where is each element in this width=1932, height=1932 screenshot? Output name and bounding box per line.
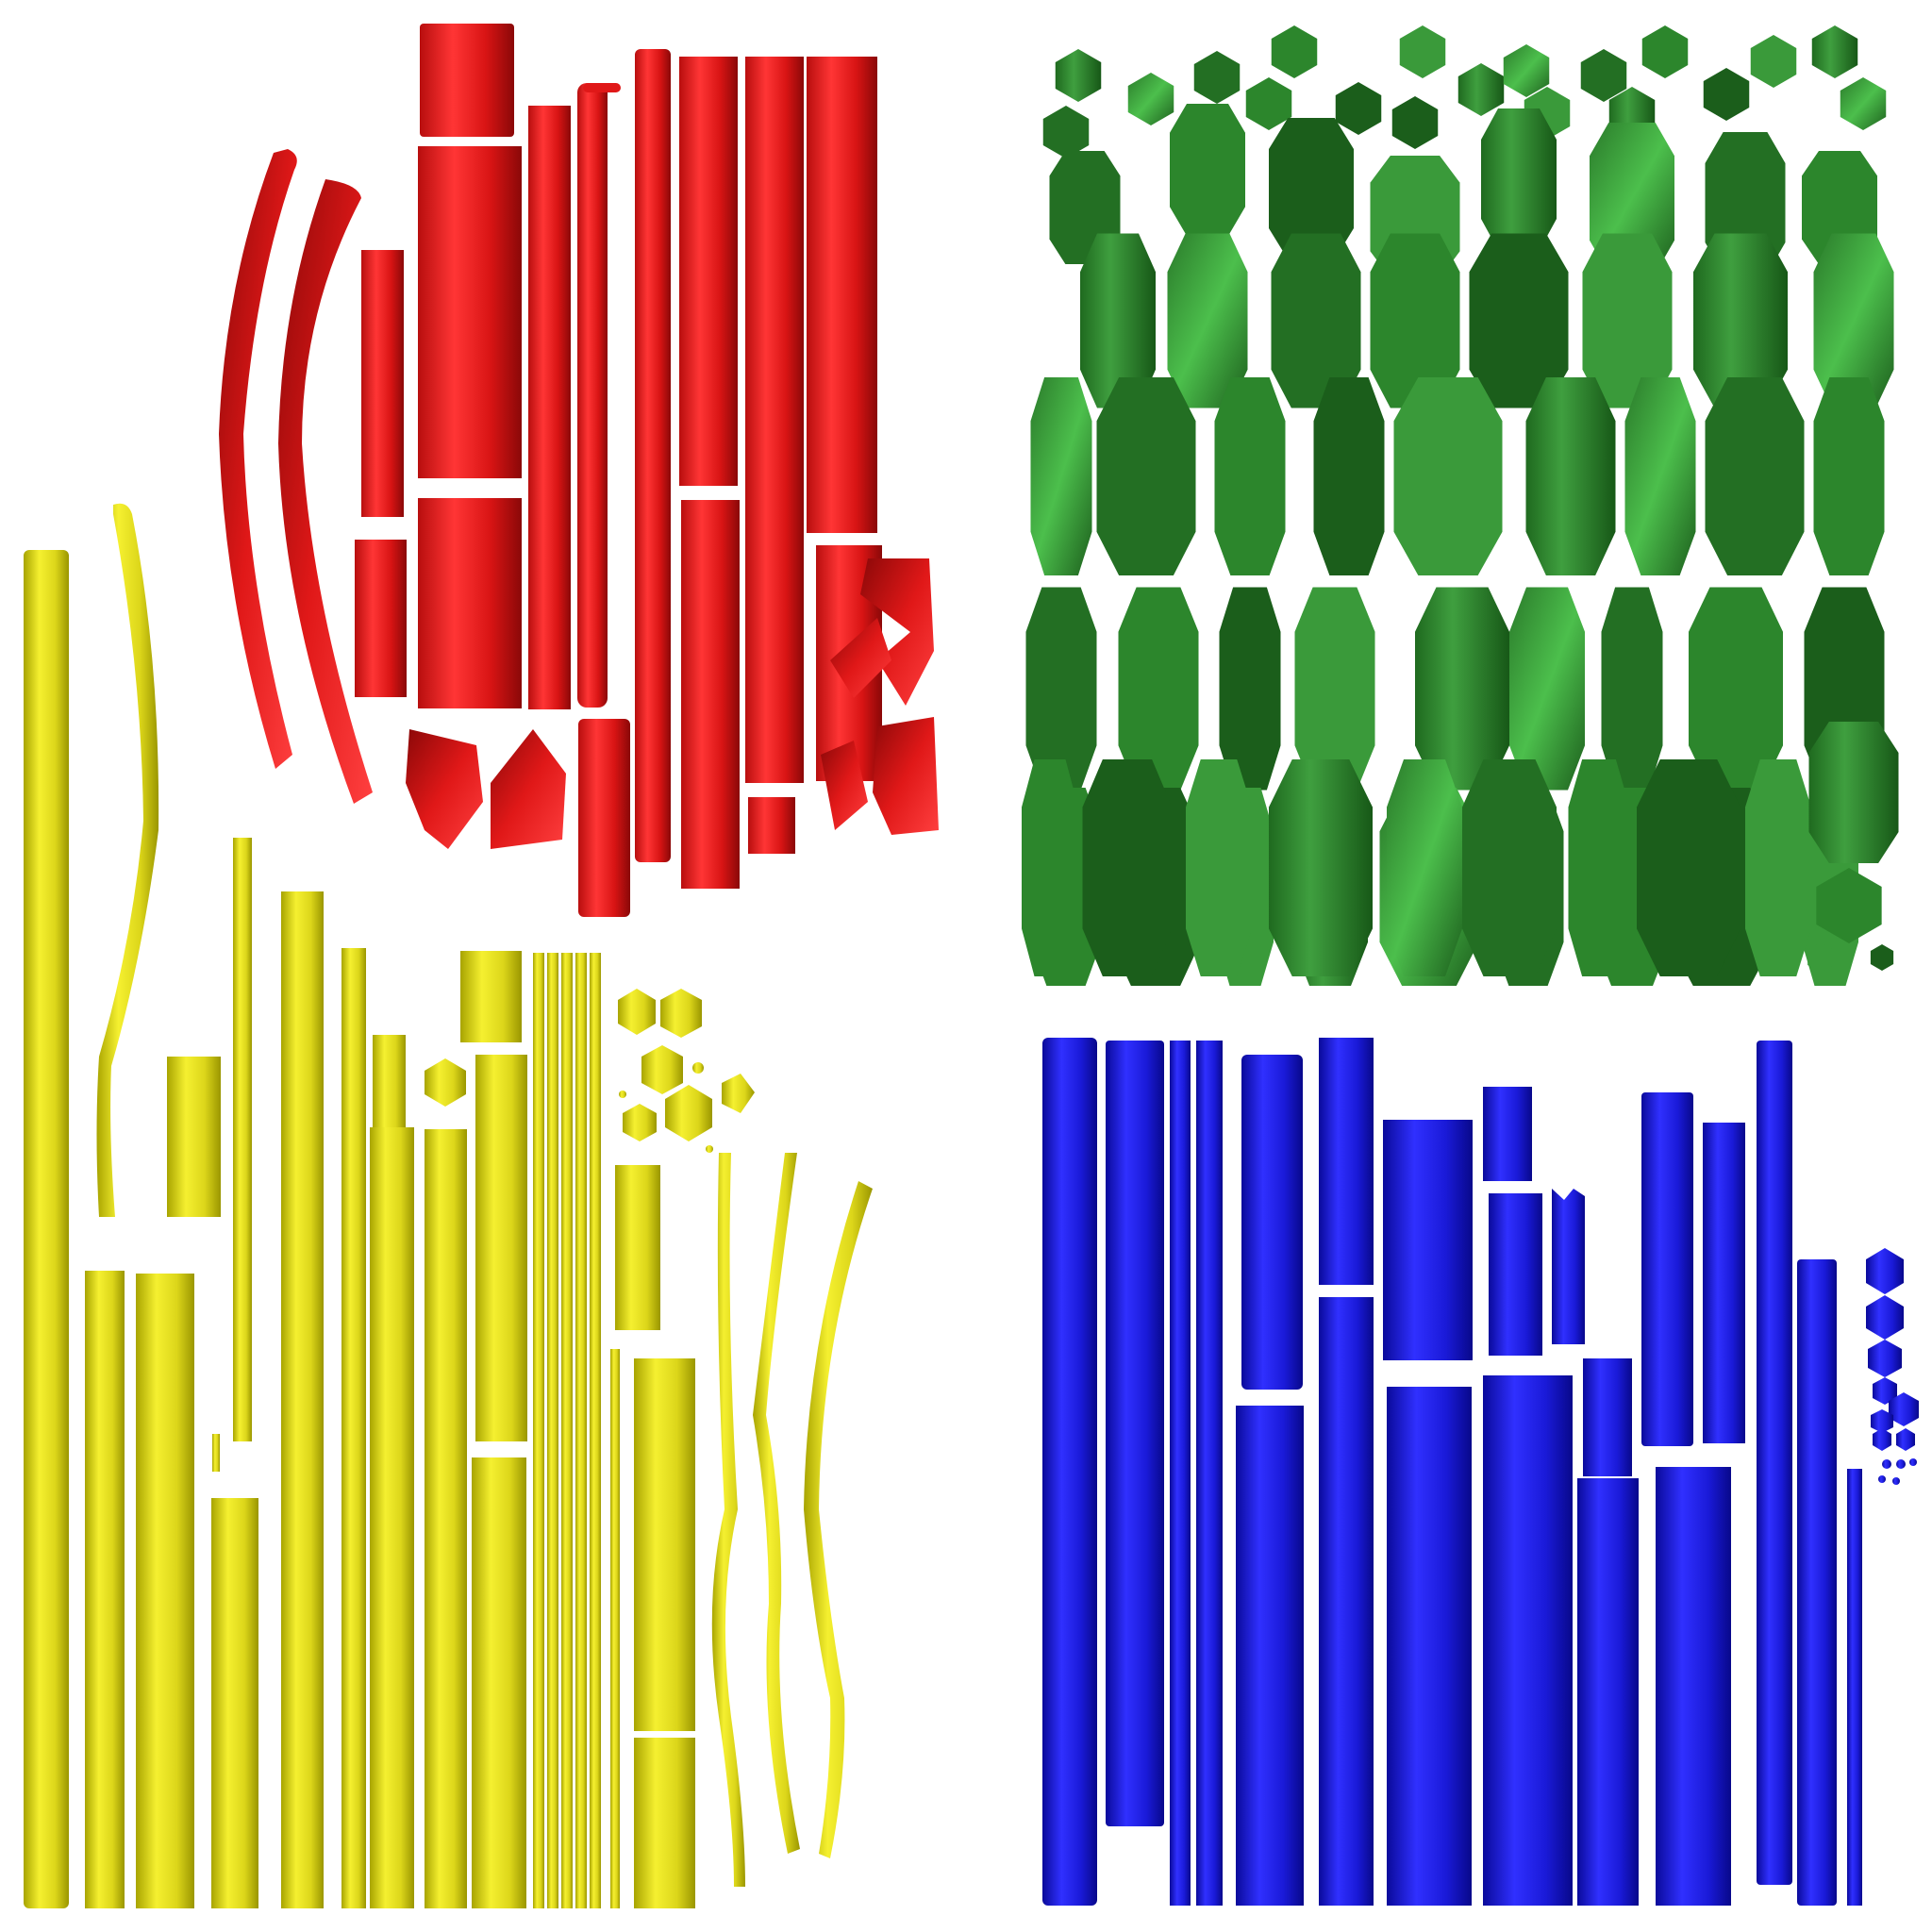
red-texture-island bbox=[219, 24, 939, 917]
green-texture-island bbox=[1022, 25, 1899, 986]
yellow-texture-island bbox=[24, 503, 873, 1908]
blue-texture-island bbox=[1042, 1038, 1919, 1906]
